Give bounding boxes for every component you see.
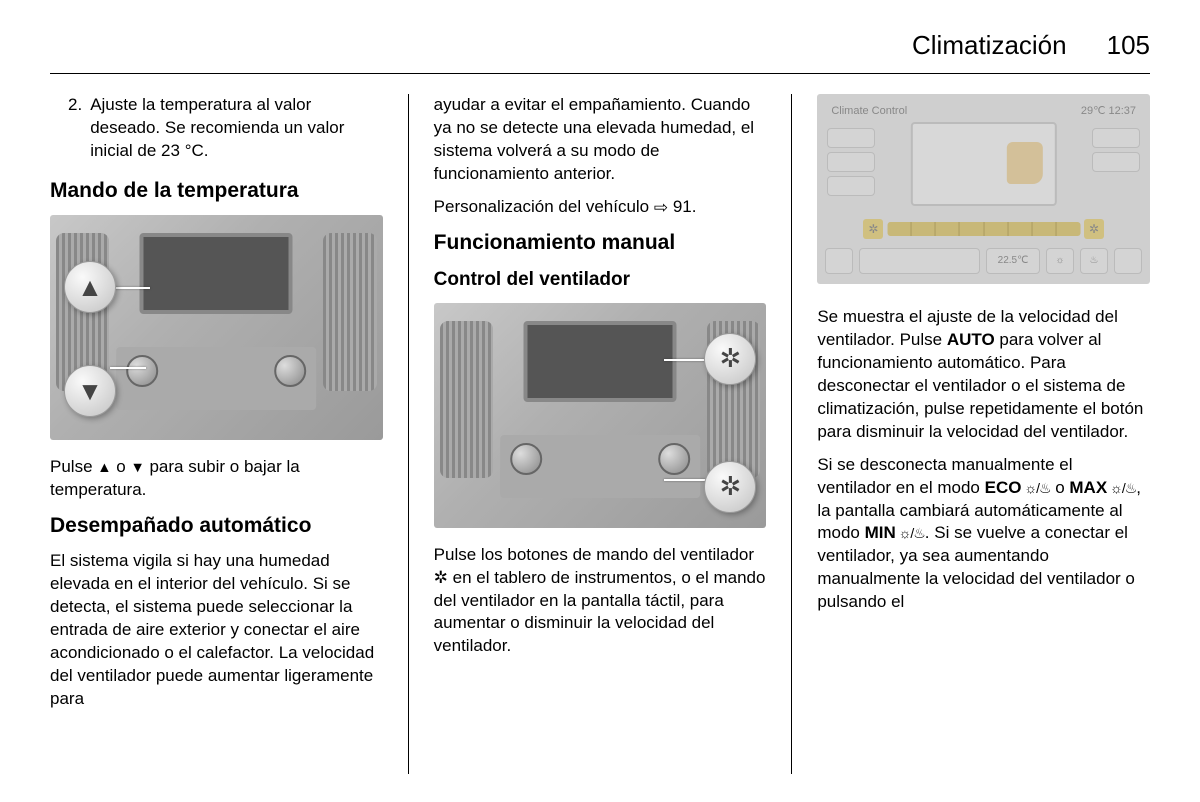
callout-leader-line: [110, 367, 146, 369]
fan-icon: ✲: [719, 341, 741, 376]
illus-control-panel: [500, 435, 700, 498]
illus-side-button: [1092, 128, 1140, 148]
illus-status-bar: Climate Control 29℃ 12:37: [825, 102, 1142, 121]
fan-icon: ✲: [434, 567, 448, 590]
illus-bottom-bar: 22.5℃ ☼ ♨: [825, 246, 1142, 276]
up-triangle-icon: ▲: [97, 460, 111, 476]
illus-control-panel: [117, 347, 317, 410]
column-1: 2. Ajuste la temperatura al valor desead…: [50, 94, 408, 774]
illus-temp-display: 22.5℃: [986, 248, 1040, 274]
down-triangle-icon: ▼: [77, 374, 103, 409]
illus-side-button: [827, 152, 875, 172]
paragraph-temp-instructions: Pulse ▲ o ▼ para subir o bajar la temper…: [50, 456, 383, 502]
column-2: ayudar a evitar el empañamiento. Cuando …: [408, 94, 792, 774]
illus-defrost-button: ♨: [1080, 248, 1108, 274]
paragraph-defog-continued: ayudar a evitar el empañamiento. Cuando …: [434, 94, 767, 186]
paragraph-fan-mode-switch: Si se desconecta manualmente el ventilad…: [817, 454, 1150, 615]
eco-label: ECO: [985, 478, 1022, 497]
paragraph-fan-speed-display: Se muestra el ajuste de la velocidad del…: [817, 306, 1150, 444]
page-header: Climatización 105: [50, 30, 1150, 74]
max-label: MAX: [1069, 478, 1107, 497]
illus-screen-title: Climate Control: [831, 104, 907, 119]
min-label: MIN: [865, 523, 896, 542]
paragraph-fan-instructions: Pulse los botones de mando del ventilado…: [434, 544, 767, 659]
illus-side-button: [827, 128, 875, 148]
callout-fan-down: ✲: [704, 461, 756, 513]
climate-mode-icon: ☼/♨: [1107, 480, 1136, 496]
heading-manual-operation: Funcionamiento manual: [434, 229, 767, 257]
callout-down-arrow: ▼: [64, 365, 116, 417]
auto-label: AUTO: [947, 330, 995, 349]
header-page-number: 105: [1107, 30, 1150, 61]
illus-side-button: [827, 176, 875, 196]
column-3: Climate Control 29℃ 12:37 ✲: [791, 94, 1150, 774]
content-columns: 2. Ajuste la temperatura al valor desead…: [50, 94, 1150, 774]
illus-knob: [510, 443, 542, 475]
illus-recirc-button: [1114, 248, 1142, 274]
illus-seat-icon: [1007, 142, 1043, 184]
illus-settings-button: ☼: [1046, 248, 1074, 274]
ordered-step-2: 2. Ajuste la temperatura al valor desead…: [50, 94, 383, 163]
illus-center-display: [523, 321, 676, 402]
callout-leader-line: [110, 287, 150, 289]
illus-fan-plus-icon: ✲: [1084, 219, 1104, 239]
callout-fan-up: ✲: [704, 333, 756, 385]
step-text: Ajuste la temperatura al valor deseado. …: [90, 94, 382, 163]
callout-leader-line: [664, 359, 706, 361]
climate-mode-icon: ☼/♨: [1021, 480, 1050, 496]
illus-vent-right: [323, 233, 376, 391]
climate-mode-icon: ☼/♨: [896, 525, 925, 541]
illustration-touchscreen: Climate Control 29℃ 12:37 ✲: [817, 94, 1150, 284]
paragraph-auto-defog: El sistema vigila si hay una humedad ele…: [50, 550, 383, 711]
step-number: 2.: [68, 94, 82, 163]
heading-fan-control: Control del ventilador: [434, 267, 767, 293]
illus-temp-time: 29℃ 12:37: [1081, 104, 1136, 119]
fan-icon: ✲: [719, 469, 741, 504]
heading-temperature-control: Mando de la temperatura: [50, 177, 383, 205]
illus-power-button: [825, 248, 853, 274]
down-triangle-icon: ▼: [130, 460, 144, 476]
callout-leader-line: [664, 479, 706, 481]
illustration-fan-control: ✲ ✲: [434, 303, 767, 528]
illustration-temp-control: ▲ ▼: [50, 215, 383, 440]
illus-side-button: [1092, 152, 1140, 172]
up-triangle-icon: ▲: [77, 270, 103, 305]
illus-airflow-panel: [910, 122, 1056, 206]
illus-vent-left: [440, 321, 493, 479]
paragraph-cross-reference: Personalización del vehículo ⇨ 91.: [434, 196, 767, 219]
header-section-title: Climatización: [912, 30, 1067, 61]
illus-knob: [127, 355, 159, 387]
xref-arrow-icon: ⇨: [654, 197, 668, 220]
illus-fan-slider: [887, 222, 1080, 236]
illus-fan-minus-icon: ✲: [863, 219, 883, 239]
illus-knob: [658, 443, 690, 475]
heading-auto-defog: Desempañado automático: [50, 512, 383, 540]
illus-knob: [274, 355, 306, 387]
illus-center-display: [140, 233, 293, 314]
illus-mode-button: [859, 248, 980, 274]
callout-up-arrow: ▲: [64, 261, 116, 313]
